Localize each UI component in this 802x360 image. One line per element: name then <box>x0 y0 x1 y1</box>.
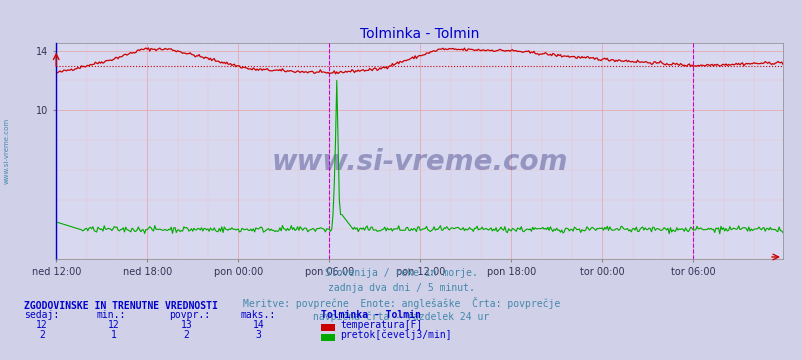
Text: min.:: min.: <box>96 310 126 320</box>
Text: zadnja dva dni / 5 minut.: zadnja dva dni / 5 minut. <box>328 283 474 293</box>
Text: temperatura[F]: temperatura[F] <box>340 320 422 330</box>
Title: Tolminka - Tolmin: Tolminka - Tolmin <box>359 27 479 41</box>
Text: 13: 13 <box>180 320 192 330</box>
Text: pretok[čevelj3/min]: pretok[čevelj3/min] <box>340 329 452 340</box>
Text: 3: 3 <box>255 330 261 340</box>
Text: Meritve: povprečne  Enote: anglešaške  Črta: povprečje: Meritve: povprečne Enote: anglešaške Črt… <box>242 297 560 309</box>
Text: ZGODOVINSKE IN TRENUTNE VREDNOSTI: ZGODOVINSKE IN TRENUTNE VREDNOSTI <box>24 301 217 311</box>
Text: 2: 2 <box>183 330 189 340</box>
Text: 2: 2 <box>38 330 45 340</box>
Text: Slovenija / reke in morje.: Slovenija / reke in morje. <box>325 268 477 278</box>
Text: 12: 12 <box>36 320 47 330</box>
Text: 1: 1 <box>111 330 117 340</box>
Text: www.si-vreme.com: www.si-vreme.com <box>4 118 10 184</box>
Text: 14: 14 <box>253 320 264 330</box>
Text: sedaj:: sedaj: <box>24 310 59 320</box>
Text: navpična črta - razdelek 24 ur: navpična črta - razdelek 24 ur <box>313 311 489 322</box>
Text: 12: 12 <box>108 320 119 330</box>
Text: Tolminka - Tolmin: Tolminka - Tolmin <box>321 310 420 320</box>
Text: maks.:: maks.: <box>241 310 276 320</box>
Text: povpr.:: povpr.: <box>168 310 209 320</box>
Text: www.si-vreme.com: www.si-vreme.com <box>271 148 567 176</box>
